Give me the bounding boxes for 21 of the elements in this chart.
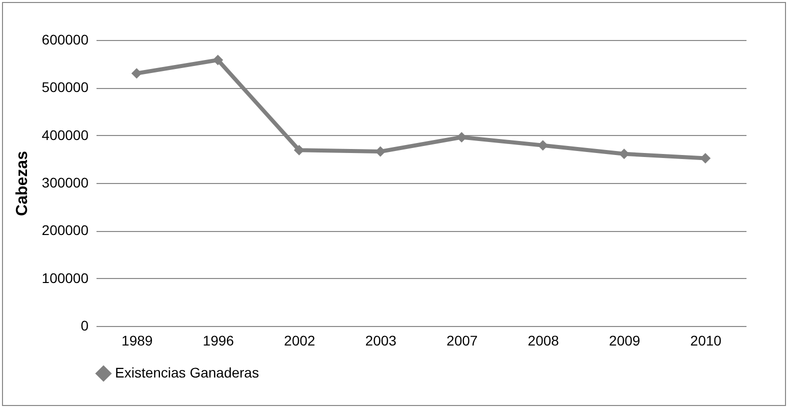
y-tick-label: 500000 bbox=[42, 79, 89, 96]
x-tick-label: 2003 bbox=[365, 332, 397, 348]
x-tick-label: 2008 bbox=[528, 332, 560, 348]
x-tick-label: 1996 bbox=[202, 332, 234, 348]
y-axis-title: Cabezas bbox=[14, 150, 31, 216]
y-tick-label: 0 bbox=[80, 318, 89, 334]
y-tick-label: 400000 bbox=[42, 126, 89, 143]
y-tick-label: 200000 bbox=[42, 222, 89, 238]
point bbox=[131, 68, 142, 79]
y-tick-label: 300000 bbox=[42, 174, 89, 190]
point bbox=[538, 140, 548, 151]
x-tick-label: 1989 bbox=[122, 332, 153, 348]
x-tick-label: 2007 bbox=[446, 332, 478, 348]
y-tick-label: 100000 bbox=[42, 270, 89, 286]
x-tick-label: 2010 bbox=[690, 332, 722, 348]
y-tick-label: 600000 bbox=[42, 32, 89, 48]
point bbox=[212, 54, 224, 66]
x-tick-label: 2002 bbox=[284, 332, 316, 348]
x-tick-label: 2009 bbox=[609, 332, 640, 348]
legend-label: Existencias Ganaderas bbox=[115, 364, 259, 380]
point bbox=[294, 144, 304, 156]
